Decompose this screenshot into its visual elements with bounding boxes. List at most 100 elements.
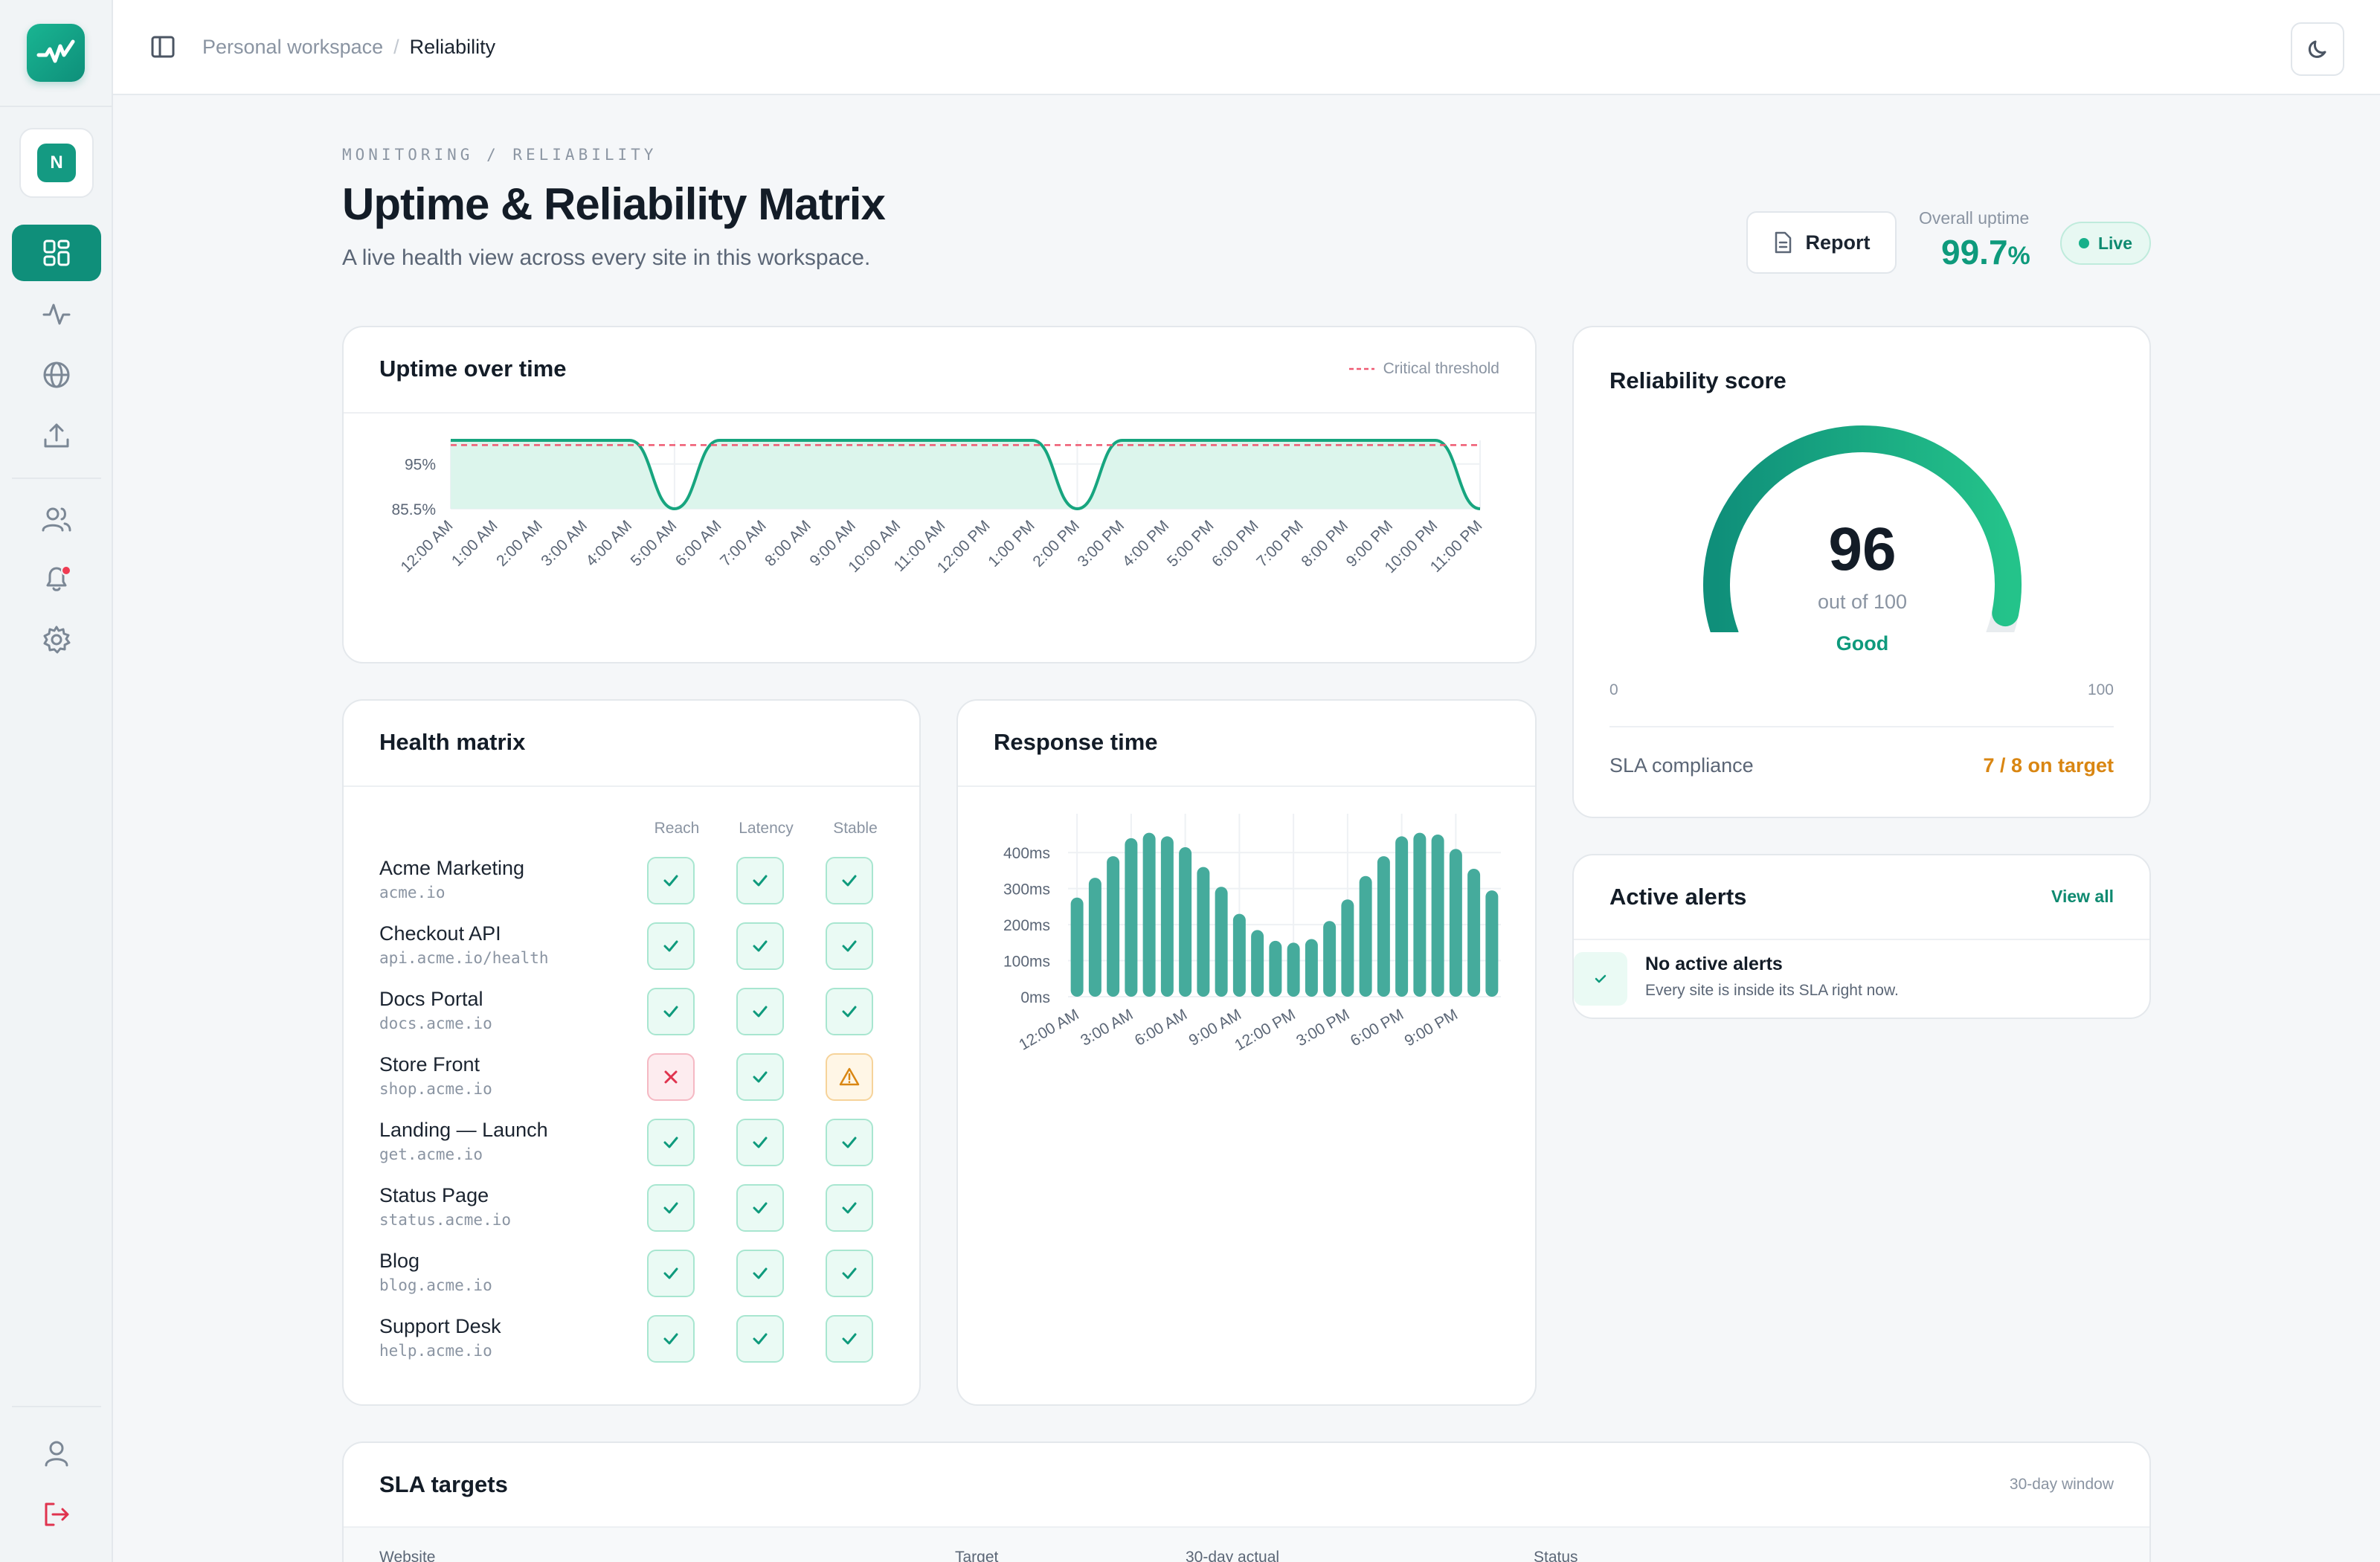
check-icon: [753, 875, 768, 887]
status-cell-stable[interactable]: [826, 922, 873, 970]
check-icon: [842, 1333, 857, 1345]
response-bar[interactable]: [1395, 836, 1409, 997]
sidebar-toggle[interactable]: [150, 34, 176, 63]
status-cell-reach[interactable]: [647, 1250, 695, 1297]
check-icon: [753, 940, 768, 952]
response-bar[interactable]: [1377, 856, 1390, 997]
status-cell-reach[interactable]: [647, 1053, 695, 1101]
response-bar[interactable]: [1413, 832, 1427, 997]
sla-col-website: Website: [379, 1549, 436, 1562]
response-bar[interactable]: [1179, 846, 1192, 997]
card-divider: [958, 785, 1535, 787]
alert-empty-text: Every site is inside its SLA right now.: [1645, 982, 1899, 999]
status-cell-reach[interactable]: [647, 857, 695, 904]
active-alerts-title: Active alerts: [1609, 884, 1747, 910]
response-bar[interactable]: [1359, 875, 1372, 997]
status-cell-reach[interactable]: [647, 1119, 695, 1166]
status-cell-latency[interactable]: [736, 922, 784, 970]
status-cell-stable[interactable]: [826, 1184, 873, 1232]
status-cell-stable[interactable]: [826, 1250, 873, 1297]
status-cell-latency[interactable]: [736, 1250, 784, 1297]
response-bar[interactable]: [1287, 942, 1300, 997]
app-logo[interactable]: [27, 24, 85, 82]
sla-table-header: Website Target 30-day actual Status: [344, 1526, 2149, 1562]
status-cell-latency[interactable]: [736, 1184, 784, 1232]
nav-profile[interactable]: [12, 1425, 101, 1482]
users-icon: [42, 507, 71, 532]
nav-sites[interactable]: [12, 347, 101, 403]
response-bar[interactable]: [1467, 869, 1481, 997]
pulse-logo-icon: [36, 39, 75, 63]
nav-team[interactable]: [12, 491, 101, 547]
response-bar[interactable]: [1142, 832, 1156, 997]
status-cell-latency[interactable]: [736, 857, 784, 904]
theme-toggle-button[interactable]: [2291, 22, 2344, 76]
health-matrix-row[interactable]: Acme Marketing acme.io: [379, 857, 915, 922]
status-cell-latency[interactable]: [736, 988, 784, 1035]
response-bar[interactable]: [1485, 890, 1499, 997]
status-cell-reach[interactable]: [647, 1315, 695, 1363]
response-bar[interactable]: [1449, 849, 1462, 997]
status-cell-latency[interactable]: [736, 1119, 784, 1166]
status-cell-stable[interactable]: [826, 1315, 873, 1363]
nav-dashboard[interactable]: [12, 225, 101, 281]
health-matrix-row[interactable]: Status Page status.acme.io: [379, 1184, 915, 1250]
col-header-latency: Latency: [739, 820, 794, 837]
status-cell-latency[interactable]: [736, 1315, 784, 1363]
breadcrumb-parent[interactable]: Personal workspace: [202, 36, 384, 58]
report-button[interactable]: Report: [1746, 211, 1897, 274]
status-cell-reach[interactable]: [647, 922, 695, 970]
health-matrix-row[interactable]: Docs Portal docs.acme.io: [379, 988, 915, 1053]
site-name: Blog: [379, 1250, 420, 1272]
nav-notifications[interactable]: [12, 550, 101, 607]
reliability-score-title: Reliability score: [1609, 367, 1786, 393]
x-tick-label: 2:00 AM: [493, 517, 546, 570]
response-bar[interactable]: [1251, 930, 1264, 997]
check-icon: [663, 1202, 678, 1214]
response-bar[interactable]: [1215, 887, 1228, 997]
view-all-link[interactable]: View all: [2051, 887, 2114, 906]
nav-logout[interactable]: [12, 1486, 101, 1543]
health-matrix-row[interactable]: Landing — Launch get.acme.io: [379, 1119, 915, 1184]
status-cell-reach[interactable]: [647, 988, 695, 1035]
response-bar[interactable]: [1269, 940, 1282, 997]
response-bar[interactable]: [1088, 878, 1101, 997]
health-matrix-row[interactable]: Blog blog.acme.io: [379, 1250, 915, 1315]
response-bar[interactable]: [1323, 921, 1337, 997]
response-bar[interactable]: [1070, 897, 1084, 997]
activity-icon: [42, 303, 71, 325]
response-bar[interactable]: [1125, 838, 1138, 997]
alert-empty-title: No active alerts: [1645, 954, 1783, 974]
overall-uptime-number: 99.7: [1941, 233, 2008, 271]
status-cell-reach[interactable]: [647, 1184, 695, 1232]
response-bar[interactable]: [1160, 836, 1174, 997]
check-icon: [663, 1267, 678, 1279]
site-name: Support Desk: [379, 1315, 501, 1337]
breadcrumb: Personal workspace / Reliability: [202, 36, 495, 59]
response-bar[interactable]: [1341, 899, 1354, 997]
response-bar[interactable]: [1305, 939, 1318, 997]
response-bar[interactable]: [1197, 867, 1210, 997]
y-tick-label: 85.5%: [391, 501, 436, 518]
workspace-switcher[interactable]: N: [19, 128, 94, 198]
status-cell-stable[interactable]: [826, 857, 873, 904]
response-bar[interactable]: [1431, 835, 1444, 997]
x-tick-label: 8:00 AM: [762, 517, 814, 570]
x-tick-label: 12:00 AM: [398, 517, 457, 576]
health-matrix-row[interactable]: Store Front shop.acme.io: [379, 1053, 915, 1119]
nav-monitors[interactable]: [12, 286, 101, 342]
nav-settings[interactable]: [12, 611, 101, 668]
x-tick-label: 6:00 AM: [672, 517, 725, 570]
response-bar[interactable]: [1107, 856, 1120, 997]
status-cell-stable[interactable]: [826, 1053, 873, 1101]
response-bar[interactable]: [1232, 913, 1246, 997]
nav-deploy[interactable]: [12, 408, 101, 464]
card-divider: [1574, 939, 2149, 940]
site-domain: acme.io: [379, 884, 446, 901]
health-matrix-row[interactable]: Support Desk help.acme.io: [379, 1315, 915, 1381]
health-matrix-row[interactable]: Checkout API api.acme.io/health: [379, 922, 915, 988]
sla-compliance-value: 7 / 8 on target: [1983, 754, 2114, 777]
status-cell-stable[interactable]: [826, 988, 873, 1035]
status-cell-latency[interactable]: [736, 1053, 784, 1101]
status-cell-stable[interactable]: [826, 1119, 873, 1166]
